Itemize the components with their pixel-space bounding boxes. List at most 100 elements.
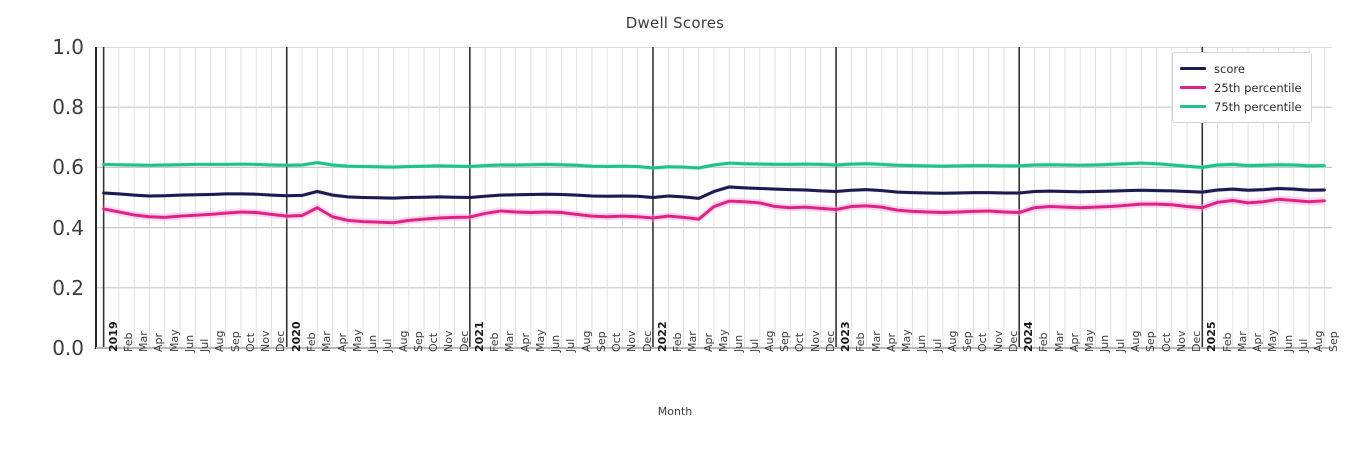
legend-item[interactable]: 75th percentile [1180, 97, 1302, 116]
x-tick-label-month: Feb [1037, 332, 1051, 352]
chart-title: Dwell Scores [625, 14, 725, 32]
x-tick-label-year: 2023 [839, 321, 853, 352]
x-tick-label-month: Sep [228, 331, 242, 352]
y-tick-label: 0.0 [52, 336, 84, 360]
x-tick-label-month: Aug [945, 330, 959, 352]
y-tick-label: 0.4 [52, 215, 84, 240]
x-tick-label-month: Jun [1281, 334, 1295, 352]
x-tick-label-month: Nov [259, 330, 273, 352]
y-tick-label: 0.6 [52, 155, 84, 180]
plot-svg [96, 47, 1332, 348]
x-tick-label-month: Jun [915, 334, 929, 352]
x-tick-label-month: Mar [1052, 331, 1066, 352]
x-tick-label-month: Feb [854, 332, 868, 352]
x-tick-label-month: Aug [762, 330, 776, 352]
y-tick-label: 1.0 [52, 35, 84, 59]
y-tick-label: 0.8 [52, 95, 84, 120]
x-tick-label-month: Jul [564, 338, 578, 352]
x-tick-label-month: Oct [976, 332, 990, 352]
x-tick-label-month: Sep [778, 331, 792, 352]
x-tick-label-month: Jun [1098, 334, 1112, 352]
x-tick-label-month: Apr [518, 332, 532, 352]
x-tick-label-month: Aug [396, 330, 410, 352]
x-tick-label-month: Apr [1251, 332, 1265, 352]
x-tick-label-month: Jul [1296, 338, 1310, 352]
x-tick-label-month: Nov [991, 330, 1005, 352]
y-tick-label: 0.2 [52, 275, 84, 300]
x-tick-label-month: Dec [457, 330, 471, 352]
x-tick-label-month: Aug [579, 330, 593, 352]
x-tick-label-month: Mar [137, 331, 151, 352]
x-tick-label-year: 2024 [1022, 321, 1036, 352]
x-tick-label-month: Nov [442, 330, 456, 352]
x-tick-label-month: Jun [182, 334, 196, 352]
x-tick-label-month: Sep [1144, 331, 1158, 352]
x-tick-label-month: Mar [320, 331, 334, 352]
x-tick-label-month: May [533, 329, 547, 352]
x-tick-label-month: Mar [1235, 331, 1249, 352]
x-tick-label-month: Oct [427, 332, 441, 352]
x-tick-label-month: Jun [732, 334, 746, 352]
x-tick-label-month: Feb [121, 332, 135, 352]
x-tick-label-month: Aug [1129, 330, 1142, 352]
x-tick-label-month: Sep [411, 331, 425, 352]
x-tick-label-month: Dec [274, 330, 288, 352]
x-tick-label-month: Jun [549, 334, 563, 352]
x-tick-label-month: Jul [381, 338, 395, 352]
x-axis-label: Month [657, 405, 693, 418]
x-tick-label-month: Feb [1220, 332, 1234, 352]
plot-area [96, 47, 1332, 348]
x-tick-label-month: Aug [1312, 330, 1326, 352]
x-tick-label-month: Jul [747, 338, 761, 352]
x-tick-label-month: Oct [610, 332, 624, 352]
x-tick-label-month: Nov [625, 330, 639, 352]
legend-swatch-icon [1180, 105, 1206, 108]
x-tick-label-month: May [1266, 329, 1280, 352]
x-tick-label-month: Sep [961, 331, 975, 352]
x-tick-label-month: Oct [243, 332, 257, 352]
legend-label: 25th percentile [1214, 80, 1302, 95]
x-tick-label-month: Sep [594, 331, 608, 352]
x-tick-label-month: Dec [1190, 330, 1204, 352]
x-tick-label-month: Jul [930, 338, 944, 352]
x-tick-label-year: 2019 [106, 321, 120, 352]
x-tick-label-month: Apr [152, 332, 166, 352]
x-tick-label-month: May [900, 329, 914, 352]
x-tick-label-month: Mar [869, 331, 883, 352]
x-tick-label-year: 2022 [655, 321, 669, 352]
x-tick-label-year: 2025 [1205, 321, 1219, 352]
x-tick-label-month: Mar [686, 331, 700, 352]
x-tick-label-month: Jun [366, 334, 380, 352]
x-tick-label-month: May [1083, 329, 1097, 352]
x-tick-label-month: Dec [823, 330, 837, 352]
x-tick-label-month: Nov [808, 330, 822, 352]
x-tick-label-month: Apr [884, 332, 898, 352]
x-tick-label-month: Jul [198, 338, 212, 352]
x-tick-label-month: Jul [1113, 338, 1127, 352]
legend-swatch-icon [1180, 86, 1206, 89]
x-tick-label-month: Mar [503, 331, 517, 352]
chart-legend[interactable]: score 25th percentile 75th percentile [1172, 52, 1312, 123]
x-tick-label-month: May [167, 329, 181, 352]
legend-label: score [1214, 61, 1245, 76]
x-tick-label-month: May [717, 329, 730, 352]
x-tick-label-month: Dec [1006, 330, 1020, 352]
x-axis-line [96, 347, 1332, 349]
x-tick-label-year: 2021 [472, 321, 486, 352]
x-tick-label-month: Apr [335, 332, 349, 352]
x-tick-label-year: 2020 [289, 321, 303, 352]
x-tick-label-month: Feb [305, 332, 318, 352]
legend-item[interactable]: score [1180, 59, 1302, 78]
x-tick-label-month: Nov [1174, 330, 1188, 352]
legend-swatch-icon [1180, 67, 1206, 70]
y-axis-line [95, 47, 97, 349]
x-tick-label-month: Apr [701, 332, 715, 352]
x-tick-label-month: Oct [793, 332, 807, 352]
x-tick-label-month: Feb [488, 332, 502, 352]
x-tick-label-month: Sep [1327, 331, 1341, 352]
legend-item[interactable]: 25th percentile [1180, 78, 1302, 97]
legend-label: 75th percentile [1214, 99, 1302, 114]
x-tick-label-month: Oct [1159, 332, 1173, 352]
x-tick-label-month: Dec [640, 330, 654, 352]
